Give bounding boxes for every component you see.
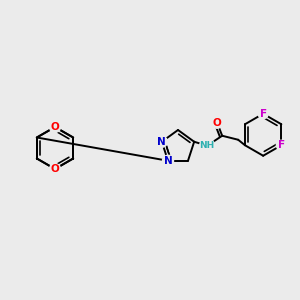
Text: N: N (158, 137, 166, 147)
Text: O: O (51, 122, 59, 132)
Text: N: N (164, 156, 172, 166)
Circle shape (276, 140, 286, 150)
Text: F: F (260, 109, 267, 119)
Text: O: O (51, 164, 59, 174)
Circle shape (50, 164, 61, 175)
Circle shape (200, 138, 215, 153)
Text: F: F (278, 140, 285, 150)
Circle shape (212, 117, 223, 128)
Circle shape (258, 109, 268, 119)
Circle shape (163, 155, 173, 166)
Text: NH: NH (200, 141, 215, 150)
Circle shape (156, 136, 167, 147)
Text: O: O (213, 118, 221, 128)
Circle shape (50, 122, 61, 133)
